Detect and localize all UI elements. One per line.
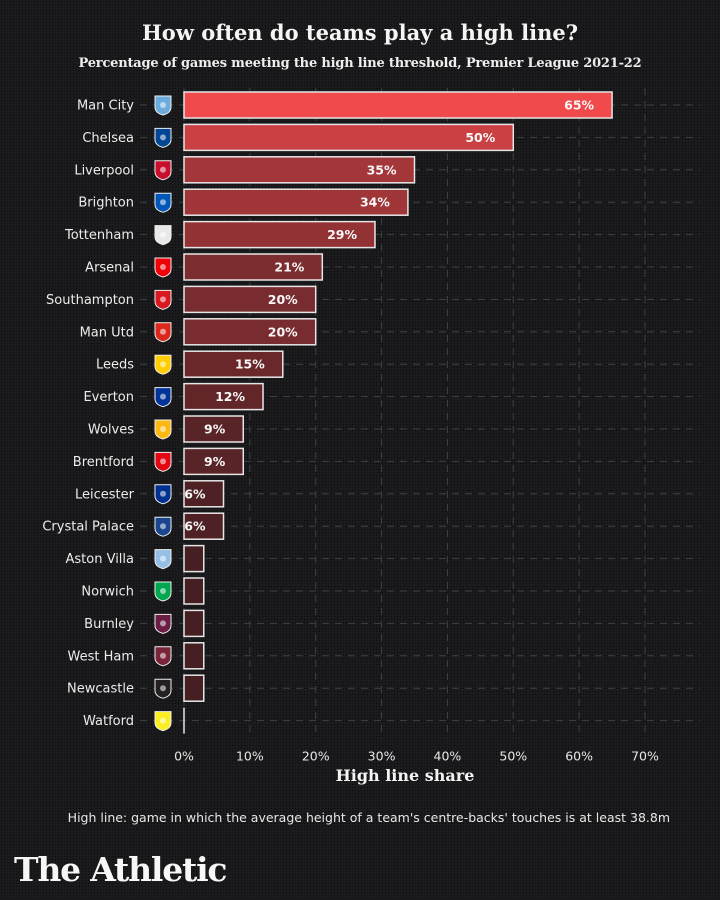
x-tick-label: 10% xyxy=(236,749,264,764)
data-label: 65% xyxy=(564,98,594,113)
liverpool-crest-icon xyxy=(154,160,172,181)
bar xyxy=(183,577,205,605)
bar xyxy=(183,642,205,670)
data-label: 29% xyxy=(327,227,357,242)
team-label: Liverpool xyxy=(74,163,134,178)
wolves-crest-icon xyxy=(154,419,172,440)
team-label: Chelsea xyxy=(82,131,134,146)
bar xyxy=(183,480,225,508)
watford-crest-icon xyxy=(154,711,172,732)
team-label: Norwich xyxy=(81,585,134,600)
team-label: Crystal Palace xyxy=(42,520,134,535)
data-label: 12% xyxy=(215,389,245,404)
man-city-crest-icon xyxy=(154,95,172,116)
grid-lines xyxy=(140,88,700,739)
x-tick-label: 20% xyxy=(302,749,330,764)
team-label: Everton xyxy=(83,390,134,405)
team-label: Leicester xyxy=(75,487,135,502)
data-label: 9% xyxy=(204,454,226,469)
team-label: West Ham xyxy=(68,649,135,664)
chart-title: How often do teams play a high line? xyxy=(141,20,579,45)
bar xyxy=(183,123,515,152)
data-label: 35% xyxy=(367,162,397,177)
x-tick-label: 0% xyxy=(174,749,194,764)
aston-villa-crest-icon xyxy=(154,549,172,570)
leeds-crest-icon xyxy=(154,354,172,375)
footnote: High line: game in which the average hei… xyxy=(67,810,670,825)
x-tick-label: 30% xyxy=(368,749,396,764)
burnley-crest-icon xyxy=(154,613,172,634)
bar xyxy=(183,350,284,378)
leicester-crest-icon xyxy=(154,484,172,505)
newcastle-crest-icon xyxy=(154,678,172,699)
team-label: Wolves xyxy=(88,423,134,438)
chart-subtitle: Percentage of games meeting the high lin… xyxy=(78,56,642,71)
data-label: 20% xyxy=(268,292,298,307)
team-label: Burnley xyxy=(84,617,134,632)
team-labels: Man City Chelsea Liverpool Brighton Tottenha… xyxy=(42,95,172,732)
data-label: 6% xyxy=(184,519,206,534)
bar xyxy=(183,382,264,411)
data-label: 15% xyxy=(235,357,265,372)
bar xyxy=(183,156,416,184)
x-axis-label: High line share xyxy=(335,766,475,785)
team-label: Watford xyxy=(83,714,134,729)
x-tick-label: 40% xyxy=(434,749,462,764)
bar xyxy=(183,91,613,119)
x-axis-ticks: 0% 10% 20% 30% 40% 50% 60% 70% xyxy=(174,749,659,764)
bar xyxy=(183,544,205,573)
bars: 65% 50% 35% 34% 29% 21% 20% 20% 15% 12% 9% 9% 6% 6% xyxy=(183,91,613,734)
bar xyxy=(183,415,245,443)
x-tick-label: 60% xyxy=(565,749,593,764)
team-label: Man City xyxy=(77,99,134,114)
bar xyxy=(183,674,205,702)
data-label: 9% xyxy=(204,422,226,437)
data-label: 21% xyxy=(274,260,304,275)
brentford-crest-icon xyxy=(154,451,172,472)
team-label: Man Utd xyxy=(80,325,134,340)
everton-crest-icon xyxy=(154,387,172,408)
team-label: Arsenal xyxy=(85,261,134,276)
data-label: 20% xyxy=(268,324,298,339)
team-label: Leeds xyxy=(96,358,134,373)
data-label: 34% xyxy=(360,195,390,210)
norwich-crest-icon xyxy=(154,581,172,602)
brand-logo: The Athletic xyxy=(14,850,228,889)
tottenham-crest-icon xyxy=(154,225,172,246)
team-label: Brentford xyxy=(73,455,134,470)
crystal-palace-crest-icon xyxy=(154,516,172,537)
team-label: Tottenham xyxy=(64,228,134,243)
bar xyxy=(183,609,205,638)
team-label: Brighton xyxy=(78,196,134,211)
x-tick-label: 50% xyxy=(499,749,527,764)
bar xyxy=(183,285,317,314)
bar xyxy=(183,512,225,540)
arsenal-crest-icon xyxy=(154,257,172,278)
brighton-crest-icon xyxy=(154,192,172,213)
chelsea-crest-icon xyxy=(154,127,172,148)
data-label: 50% xyxy=(465,130,495,145)
team-label: Southampton xyxy=(46,293,134,308)
bar xyxy=(183,318,317,346)
team-label: Aston Villa xyxy=(66,552,135,567)
southampton-crest-icon xyxy=(154,289,172,310)
bar xyxy=(183,447,245,476)
bar xyxy=(183,220,376,249)
x-tick-label: 70% xyxy=(631,749,659,764)
bar xyxy=(183,253,324,281)
data-label: 6% xyxy=(184,486,206,501)
bar xyxy=(183,188,409,216)
man-utd-crest-icon xyxy=(154,322,172,343)
team-label: Newcastle xyxy=(67,682,134,697)
west-ham-crest-icon xyxy=(154,646,172,667)
